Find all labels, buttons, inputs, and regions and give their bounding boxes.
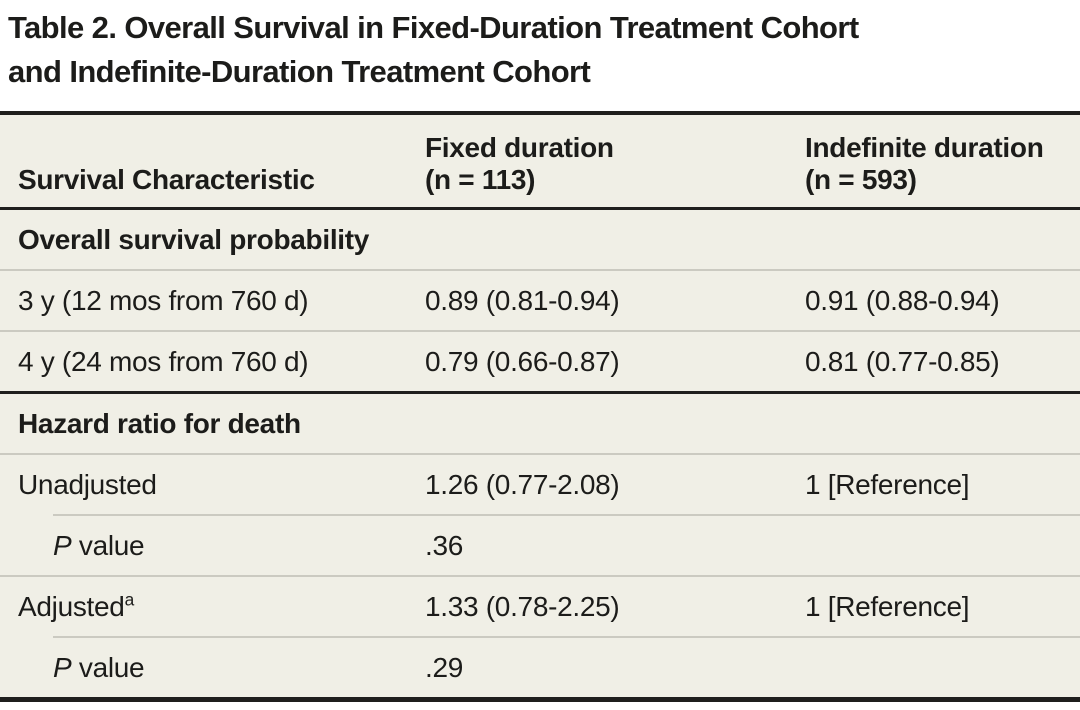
row-label-cell: Adjusteda: [18, 589, 135, 622]
fixed-duration-value-cell: 0.79 (0.66-0.87): [425, 345, 620, 377]
indefinite-duration-value-cell: 1 [Reference]: [805, 590, 970, 622]
table-title-line2: and Indefinite-Duration Treatment Cohort: [8, 54, 591, 90]
table-row: P value .36: [0, 516, 1080, 575]
italic-label-prefix: P: [53, 529, 72, 561]
column-header-label: Fixed duration: [425, 132, 614, 164]
survival-table: Survival Characteristic Fixed duration (…: [0, 111, 1080, 703]
table-header-row: Survival Characteristic Fixed duration (…: [0, 115, 1080, 211]
table-row: 4 y (24 mos from 760 d) 0.79 (0.66-0.87) 0…: [0, 332, 1080, 391]
row-divider: [53, 514, 1080, 517]
indefinite-duration-value-cell: 1 [Reference]: [805, 468, 970, 500]
row-label-cell: 4 y (24 mos from 760 d): [18, 345, 309, 377]
row-divider: [0, 330, 1080, 333]
section-header: Hazard ratio for death: [18, 407, 301, 439]
column-header-label: Indefinite duration: [805, 132, 1044, 164]
row-divider: [0, 575, 1080, 578]
fixed-duration-value-cell: .36: [425, 529, 464, 561]
column-header-n-count: (n = 113): [425, 163, 536, 195]
row-divider: [53, 636, 1080, 639]
fixed-duration-value-cell: .29: [425, 651, 464, 683]
row-divider: [0, 269, 1080, 272]
table-body: Overall survival probability 3 y (12 mos …: [0, 210, 1080, 697]
column-header-fixed-duration: Fixed duration (n = 113): [425, 132, 805, 195]
row-label-cell: P value: [53, 529, 145, 561]
column-header-survival-characteristic: Survival Characteristic: [0, 164, 425, 195]
table-title-line1: Table 2. Overall Survival in Fixed-Durat…: [8, 10, 859, 45]
fixed-duration-value-cell: 0.89 (0.81-0.94): [425, 284, 620, 316]
row-label-cell: 3 y (12 mos from 760 d): [18, 284, 309, 316]
italic-label-prefix: P: [53, 651, 72, 683]
indefinite-duration-value-cell: 0.91 (0.88-0.94): [805, 284, 1000, 316]
row-divider: [0, 453, 1080, 456]
indefinite-duration-value-cell: 0.81 (0.77-0.85): [805, 345, 1000, 377]
section-rule: [0, 391, 1080, 395]
fixed-duration-value-cell: 1.33 (0.78-2.25): [425, 590, 620, 622]
section-header: Overall survival probability: [18, 223, 370, 255]
column-header-indefinite-duration: Indefinite duration (n = 593): [805, 132, 1080, 195]
table-row: P value .29: [0, 638, 1080, 697]
row-label-cell: Unadjusted: [18, 468, 157, 500]
table-row: Unadjusted 1.26 (0.77-2.08) 1 [Reference]: [0, 455, 1080, 514]
table-row: 3 y (12 mos from 760 d) 0.89 (0.81-0.94) 0…: [0, 271, 1080, 330]
row-label-cell: P value: [53, 651, 145, 683]
column-header-label: Survival Characteristic: [18, 163, 315, 195]
table-title: Table 2. Overall Survival in Fixed-Durat…: [0, 0, 1080, 94]
column-header-n-count: (n = 593): [805, 163, 917, 195]
footnote-marker-a: a: [124, 589, 135, 610]
fixed-duration-value-cell: 1.26 (0.77-2.08): [425, 468, 620, 500]
table-row: Adjusteda 1.33 (0.78-2.25) 1 [Reference]: [0, 577, 1080, 636]
